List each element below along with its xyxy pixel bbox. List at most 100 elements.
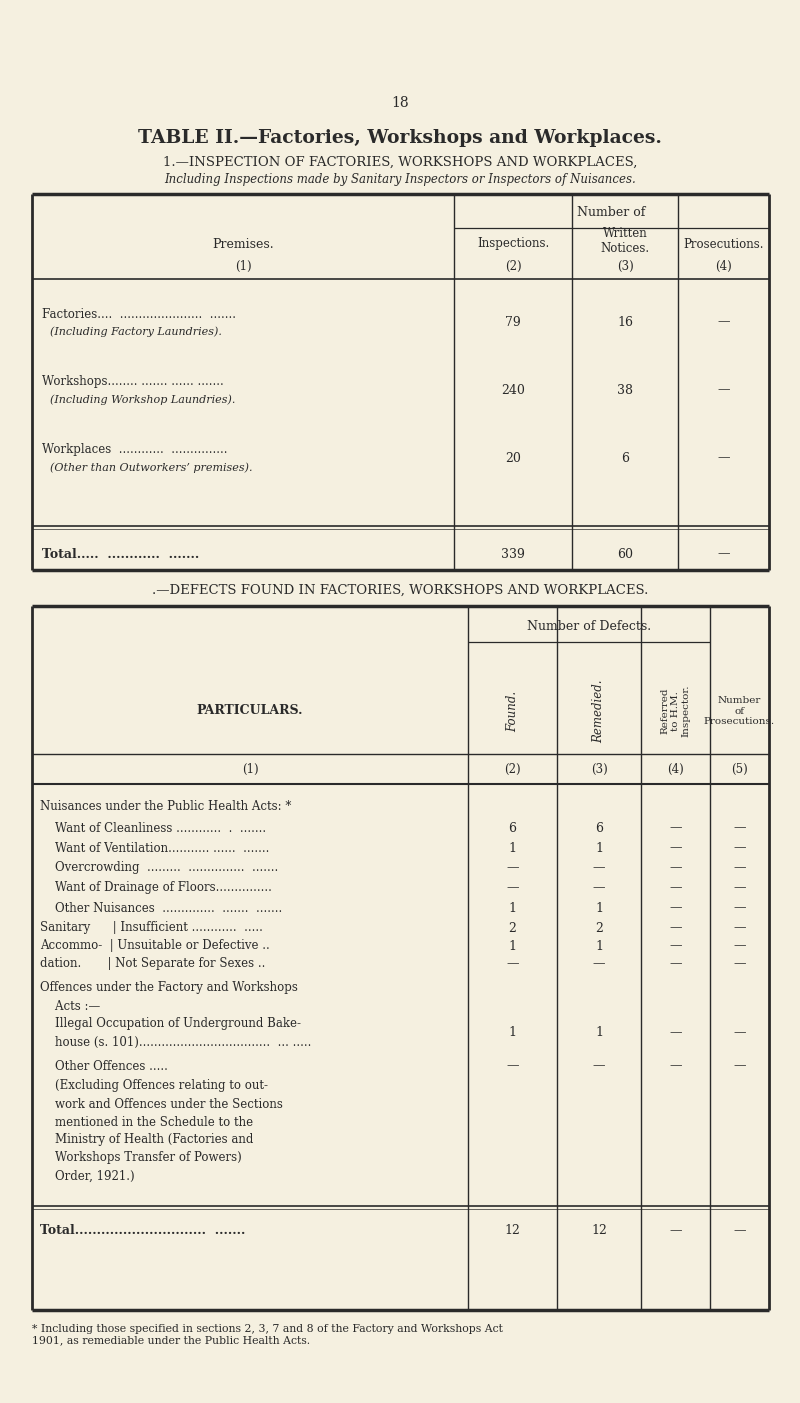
Text: Written
Notices.: Written Notices. bbox=[601, 227, 650, 255]
Text: 12: 12 bbox=[591, 1225, 607, 1237]
Text: Prosecutions.: Prosecutions. bbox=[683, 237, 764, 251]
Text: —: — bbox=[670, 1059, 682, 1072]
Text: Inspections.: Inspections. bbox=[477, 237, 549, 251]
Text: Workshops Transfer of Powers): Workshops Transfer of Powers) bbox=[40, 1152, 242, 1164]
Text: (4): (4) bbox=[667, 762, 684, 776]
Text: (5): (5) bbox=[731, 762, 748, 776]
Text: —: — bbox=[670, 957, 682, 971]
Text: Workplaces  ............  ...............: Workplaces ............ ............... bbox=[42, 443, 227, 456]
Text: 6: 6 bbox=[595, 822, 603, 835]
Text: Sanitary      | Insufficient ............  .....: Sanitary | Insufficient ............ ...… bbox=[40, 922, 263, 934]
Text: 16: 16 bbox=[617, 316, 633, 328]
Text: —: — bbox=[593, 957, 606, 971]
Text: 339: 339 bbox=[501, 547, 525, 561]
Text: (Including Workshop Laundries).: (Including Workshop Laundries). bbox=[50, 394, 235, 405]
Text: Number of: Number of bbox=[578, 205, 646, 219]
Text: 240: 240 bbox=[501, 383, 525, 397]
Text: 1: 1 bbox=[595, 902, 603, 915]
Text: —: — bbox=[734, 861, 746, 874]
Text: TABLE II.—Factories, Workshops and Workplaces.: TABLE II.—Factories, Workshops and Workp… bbox=[138, 129, 662, 147]
Text: Remedied.: Remedied. bbox=[593, 679, 606, 742]
Text: Total..............................  .......: Total.............................. ....… bbox=[40, 1225, 246, 1237]
Text: 79: 79 bbox=[505, 316, 521, 328]
Text: Acts :—: Acts :— bbox=[40, 999, 100, 1013]
Text: (4): (4) bbox=[715, 260, 732, 272]
Text: 18: 18 bbox=[391, 95, 409, 109]
Text: —: — bbox=[718, 316, 730, 328]
Text: (Other than Outworkers’ premises).: (Other than Outworkers’ premises). bbox=[50, 463, 253, 473]
Text: .—DEFECTS FOUND IN FACTORIES, WORKSHOPS AND WORKPLACES.: .—DEFECTS FOUND IN FACTORIES, WORKSHOPS … bbox=[152, 584, 648, 596]
Text: —: — bbox=[670, 822, 682, 835]
Text: Accommo-  | Unsuitable or Defective ..: Accommo- | Unsuitable or Defective .. bbox=[40, 940, 270, 953]
Text: Number
of
Prosecutions.: Number of Prosecutions. bbox=[704, 696, 775, 725]
Text: 1: 1 bbox=[595, 842, 603, 854]
Text: —: — bbox=[718, 383, 730, 397]
Text: 6: 6 bbox=[621, 452, 629, 464]
Text: —: — bbox=[593, 1059, 606, 1072]
Text: Ministry of Health (Factories and: Ministry of Health (Factories and bbox=[40, 1134, 254, 1146]
Text: (Excluding Offences relating to out-: (Excluding Offences relating to out- bbox=[40, 1079, 268, 1093]
Text: Factories....  ......................  .......: Factories.... ...................... ...… bbox=[42, 307, 236, 320]
Text: —: — bbox=[734, 1225, 746, 1237]
Text: Overcrowding  .........  ...............  .......: Overcrowding ......... ............... .… bbox=[40, 861, 278, 874]
Text: —: — bbox=[734, 902, 746, 915]
Text: 1: 1 bbox=[509, 842, 517, 854]
Text: 2: 2 bbox=[595, 922, 603, 934]
Text: (2): (2) bbox=[505, 260, 522, 272]
Text: —: — bbox=[670, 881, 682, 895]
Text: (1): (1) bbox=[234, 260, 251, 272]
Text: Want of Cleanliness ............  .  .......: Want of Cleanliness ............ . .....… bbox=[40, 822, 266, 835]
Text: 1: 1 bbox=[509, 1027, 517, 1040]
Text: Number of Defects.: Number of Defects. bbox=[527, 620, 651, 633]
Text: —: — bbox=[734, 957, 746, 971]
Text: —: — bbox=[718, 547, 730, 561]
Text: Offences under the Factory and Workshops: Offences under the Factory and Workshops bbox=[40, 982, 298, 995]
Text: Including Inspections made by Sanitary Inspectors or Inspectors of Nuisances.: Including Inspections made by Sanitary I… bbox=[164, 174, 636, 187]
Text: —: — bbox=[506, 881, 518, 895]
Text: —: — bbox=[506, 861, 518, 874]
Text: Total.....  ............  .......: Total..... ............ ....... bbox=[42, 547, 199, 561]
Text: 1.—INSPECTION OF FACTORIES, WORKSHOPS AND WORKPLACES,: 1.—INSPECTION OF FACTORIES, WORKSHOPS AN… bbox=[163, 156, 637, 168]
Text: mentioned in the Schedule to the: mentioned in the Schedule to the bbox=[40, 1115, 253, 1128]
Text: —: — bbox=[734, 1059, 746, 1072]
Text: work and Offences under the Sections: work and Offences under the Sections bbox=[40, 1097, 283, 1111]
Text: —: — bbox=[593, 881, 606, 895]
Text: 12: 12 bbox=[505, 1225, 521, 1237]
Text: (Including Factory Laundries).: (Including Factory Laundries). bbox=[50, 327, 222, 337]
Text: —: — bbox=[734, 922, 746, 934]
Text: * Including those specified in sections 2, 3, 7 and 8 of the Factory and Worksho: * Including those specified in sections … bbox=[32, 1324, 503, 1345]
Text: Illegal Occupation of Underground Bake-: Illegal Occupation of Underground Bake- bbox=[40, 1017, 301, 1030]
Text: dation.       | Not Separate for Sexes ..: dation. | Not Separate for Sexes .. bbox=[40, 957, 266, 971]
Text: 1: 1 bbox=[509, 940, 517, 953]
Text: (3): (3) bbox=[617, 260, 634, 272]
Text: Workshops........ ....... ...... .......: Workshops........ ....... ...... ....... bbox=[42, 376, 224, 389]
Text: 1: 1 bbox=[595, 1027, 603, 1040]
Text: Other Offences .....: Other Offences ..... bbox=[40, 1059, 168, 1072]
Text: —: — bbox=[670, 1225, 682, 1237]
Text: 6: 6 bbox=[509, 822, 517, 835]
Text: —: — bbox=[734, 881, 746, 895]
Text: (1): (1) bbox=[242, 762, 258, 776]
Text: —: — bbox=[734, 842, 746, 854]
Text: (3): (3) bbox=[590, 762, 607, 776]
Text: —: — bbox=[734, 822, 746, 835]
Text: (2): (2) bbox=[504, 762, 521, 776]
Text: Want of Ventilation........... ......  .......: Want of Ventilation........... ...... ..… bbox=[40, 842, 270, 854]
Text: —: — bbox=[670, 902, 682, 915]
Text: Nuisances under the Public Health Acts: *: Nuisances under the Public Health Acts: … bbox=[40, 800, 291, 812]
Text: Premises.: Premises. bbox=[212, 237, 274, 251]
Text: 20: 20 bbox=[505, 452, 521, 464]
Text: —: — bbox=[734, 1027, 746, 1040]
Text: 1: 1 bbox=[595, 940, 603, 953]
Text: —: — bbox=[718, 452, 730, 464]
Text: —: — bbox=[670, 861, 682, 874]
Text: —: — bbox=[670, 940, 682, 953]
Text: —: — bbox=[670, 842, 682, 854]
Text: —: — bbox=[670, 922, 682, 934]
Text: 60: 60 bbox=[617, 547, 633, 561]
Text: Referred
to H.M.
Inspector.: Referred to H.M. Inspector. bbox=[661, 685, 690, 737]
Text: house (s. 101)...................................  ... .....: house (s. 101)..........................… bbox=[40, 1035, 311, 1048]
Text: Other Nuisances  ..............  .......  .......: Other Nuisances .............. ....... .… bbox=[40, 902, 282, 915]
Text: PARTICULARS.: PARTICULARS. bbox=[197, 704, 303, 717]
Text: —: — bbox=[734, 940, 746, 953]
